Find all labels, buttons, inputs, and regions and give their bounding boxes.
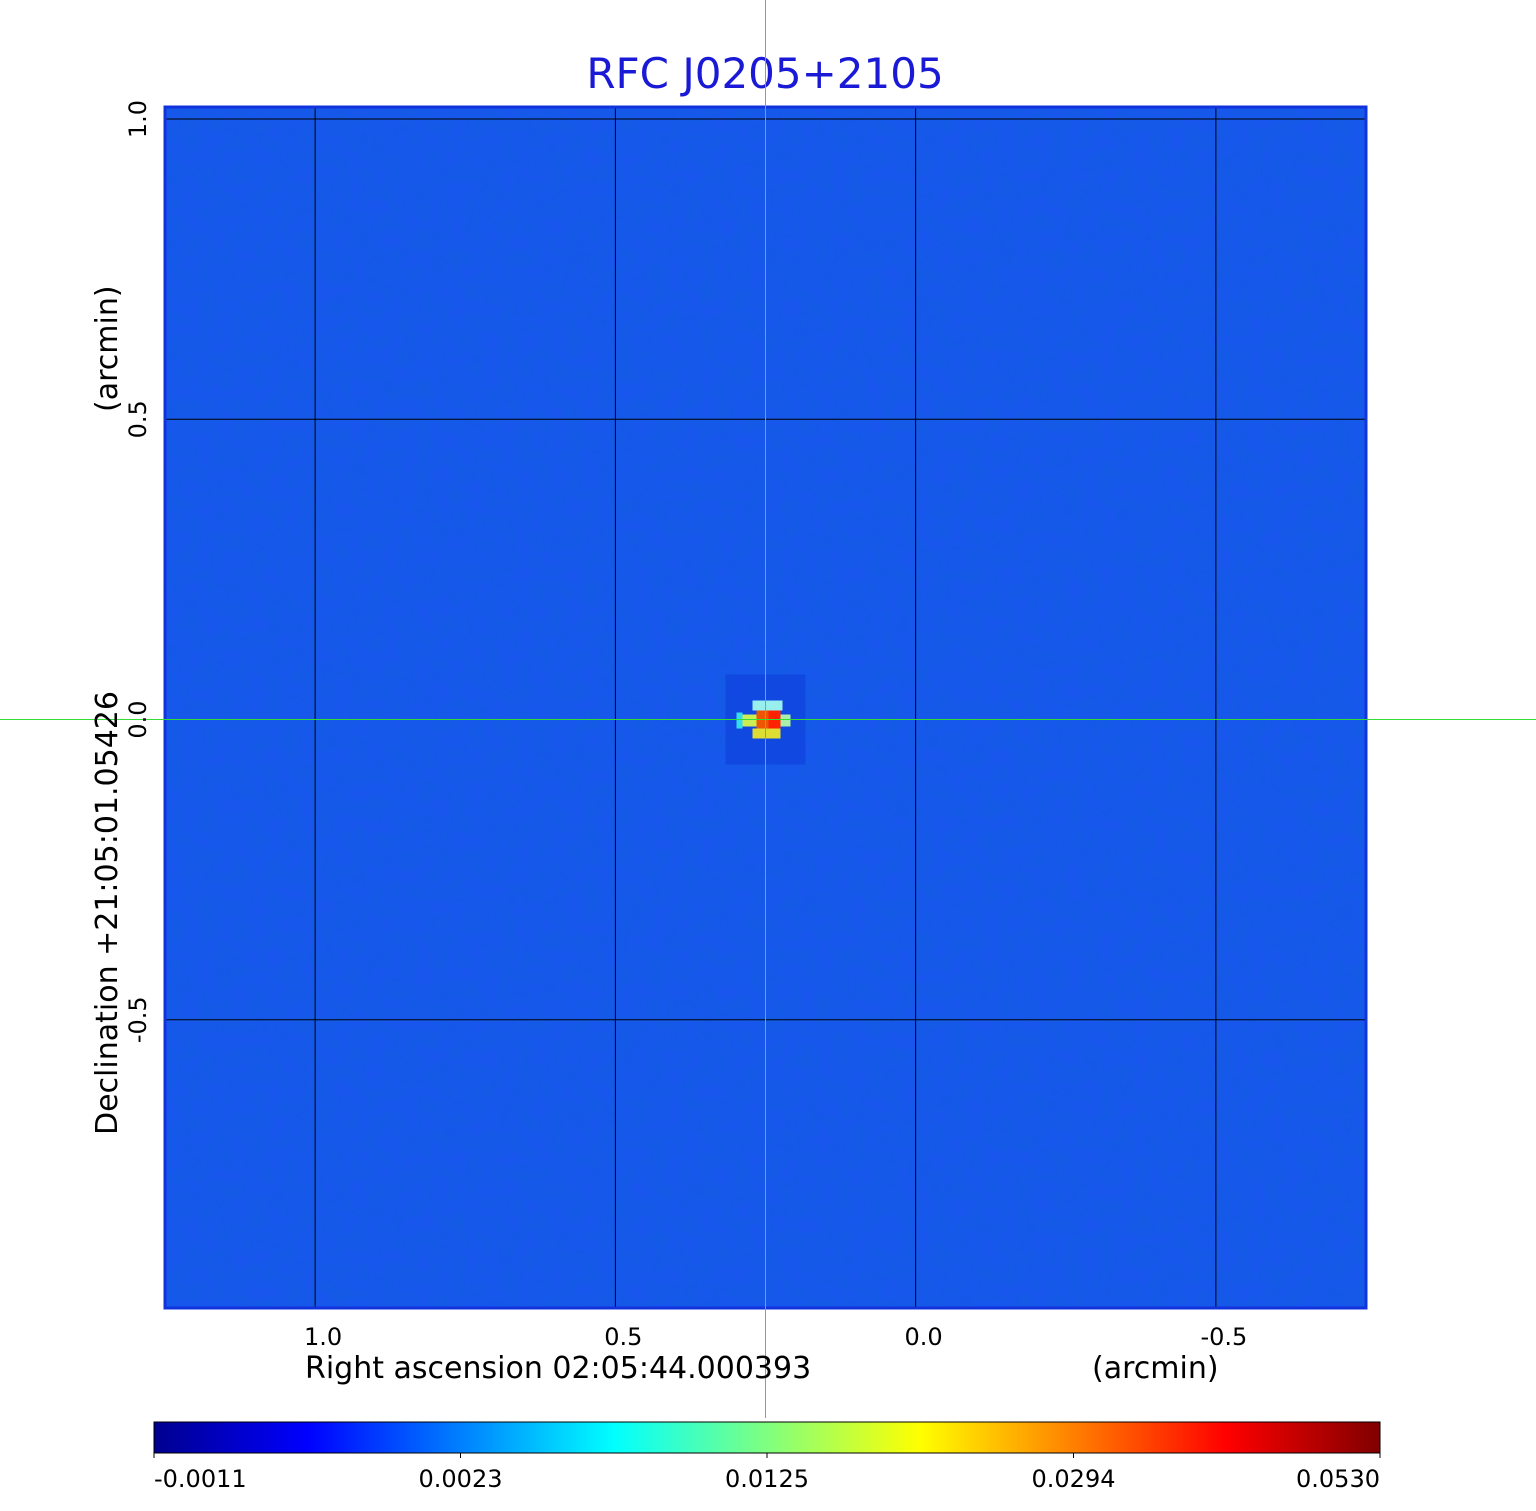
y-axis-unit: (arcmin): [90, 285, 125, 412]
y-tick-label: 1.0: [124, 100, 152, 138]
x-tick-label: 0.0: [905, 1323, 943, 1351]
colorbar-tick-label: -0.0011: [154, 1465, 247, 1493]
x-tick-label: 1.0: [304, 1323, 342, 1351]
x-axis-unit: (arcmin): [1092, 1351, 1219, 1386]
colorbar-tick-label: 0.0125: [725, 1465, 809, 1493]
y-axis-label: Declination +21:05:01.05426: [90, 691, 125, 1135]
y-tick-label: 0.0: [124, 700, 152, 738]
source-halo-left: [742, 714, 757, 727]
y-tick-label: -0.5: [124, 996, 152, 1043]
source-wing-left: [736, 712, 743, 729]
x-axis-label: Right ascension 02:05:44.000393: [305, 1351, 811, 1386]
x-tick-label: -0.5: [1200, 1323, 1247, 1351]
colorbar-tick-label: 0.0530: [1296, 1465, 1380, 1493]
colorbar-tick-label: 0.0023: [419, 1465, 503, 1493]
colorbar: -0.0011 0.0023 0.0125 0.0294 0.0530: [153, 1421, 1381, 1493]
source-halo-bottom: [752, 728, 781, 739]
colorbar-tick-label: 0.0294: [1032, 1465, 1116, 1493]
crosshair: [0, 0, 1536, 1418]
y-tick-label: 0.5: [124, 400, 152, 438]
colorbar-gradient: [153, 1421, 1381, 1454]
source-halo-top: [752, 700, 783, 711]
colorbar-ticks: -0.0011 0.0023 0.0125 0.0294 0.0530: [153, 1453, 1381, 1493]
x-axis-ticks: 1.0 0.5 0.0 -0.5: [304, 1323, 1247, 1351]
y-axis-ticks: 1.0 0.5 0.0 -0.5: [124, 100, 152, 1043]
x-tick-label: 0.5: [604, 1323, 642, 1351]
source-halo-right: [780, 714, 791, 727]
